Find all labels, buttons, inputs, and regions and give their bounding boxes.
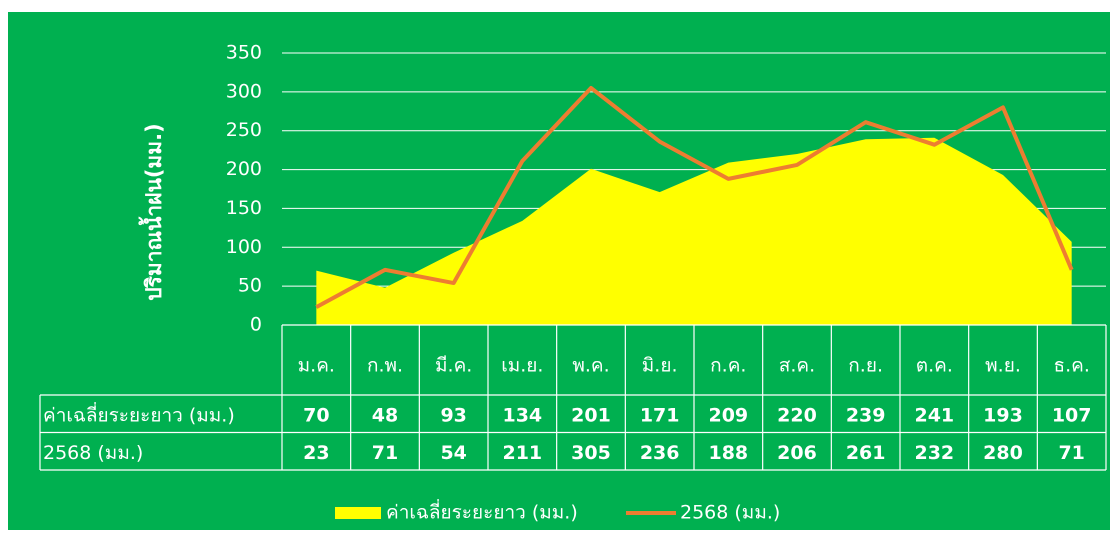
x-tick-label: มี.ค. bbox=[435, 355, 472, 377]
table-value: 134 bbox=[502, 404, 542, 426]
legend-swatch bbox=[335, 507, 381, 519]
y-tick-label: 350 bbox=[226, 42, 262, 64]
x-tick-label: ต.ค. bbox=[916, 355, 953, 377]
x-tick-label: ก.พ. bbox=[367, 355, 403, 377]
table-value: 206 bbox=[777, 442, 817, 464]
table-value: 48 bbox=[372, 404, 398, 426]
table-value: 209 bbox=[708, 404, 748, 426]
x-tick-label: ก.ย. bbox=[848, 355, 883, 377]
x-tick-label: เม.ย. bbox=[501, 355, 543, 377]
y-tick-label: 0 bbox=[250, 314, 262, 336]
legend-label: 2568 (มม.) bbox=[680, 502, 780, 524]
table-value: 93 bbox=[440, 404, 466, 426]
table-value: 236 bbox=[640, 442, 680, 464]
table-value: 71 bbox=[372, 442, 398, 464]
table-value: 54 bbox=[440, 442, 466, 464]
table-value: 261 bbox=[846, 442, 886, 464]
area bbox=[316, 137, 1072, 325]
table-value: 171 bbox=[640, 404, 680, 426]
x-tick-label: พ.ค. bbox=[572, 355, 609, 377]
y-tick-label: 100 bbox=[226, 236, 262, 258]
table-row-label: ค่าเฉลี่ยระยะยาว (มม.) bbox=[43, 401, 235, 426]
table-value: 220 bbox=[777, 404, 817, 426]
y-tick-label: 300 bbox=[226, 80, 262, 102]
x-tick-label: ส.ค. bbox=[779, 355, 815, 377]
table-value: 23 bbox=[303, 442, 329, 464]
table-value: 71 bbox=[1058, 442, 1084, 464]
line bbox=[315, 85, 1074, 309]
table-value: 70 bbox=[303, 404, 329, 426]
y-axis-title: ปริมาณน้ำฝน(มม.) bbox=[138, 123, 166, 300]
table-value: 232 bbox=[914, 442, 954, 464]
table-value: 188 bbox=[708, 442, 748, 464]
y-tick-label: 250 bbox=[226, 119, 262, 141]
x-tick-label: ม.ค. bbox=[298, 355, 335, 377]
table-value: 241 bbox=[914, 404, 954, 426]
table-value: 193 bbox=[983, 404, 1023, 426]
table-value: 211 bbox=[502, 442, 542, 464]
x-tick-label: พ.ย. bbox=[985, 355, 1021, 377]
table-value: 239 bbox=[846, 404, 886, 426]
x-tick-label: ก.ค. bbox=[710, 355, 746, 377]
table-value: 107 bbox=[1052, 404, 1092, 426]
legend-label: ค่าเฉลี่ยระยะยาว (มม.) bbox=[386, 499, 578, 524]
y-tick-label: 50 bbox=[238, 275, 262, 297]
y-tick-label: 150 bbox=[226, 197, 262, 219]
x-tick-label: มิ.ย. bbox=[642, 355, 678, 377]
table-value: 305 bbox=[571, 442, 611, 464]
table-value: 201 bbox=[571, 404, 611, 426]
table-value: 280 bbox=[983, 442, 1023, 464]
y-tick-label: 200 bbox=[226, 158, 262, 180]
table-row-label: 2568 (มม.) bbox=[43, 442, 143, 464]
x-tick-label: ธ.ค. bbox=[1053, 355, 1089, 377]
